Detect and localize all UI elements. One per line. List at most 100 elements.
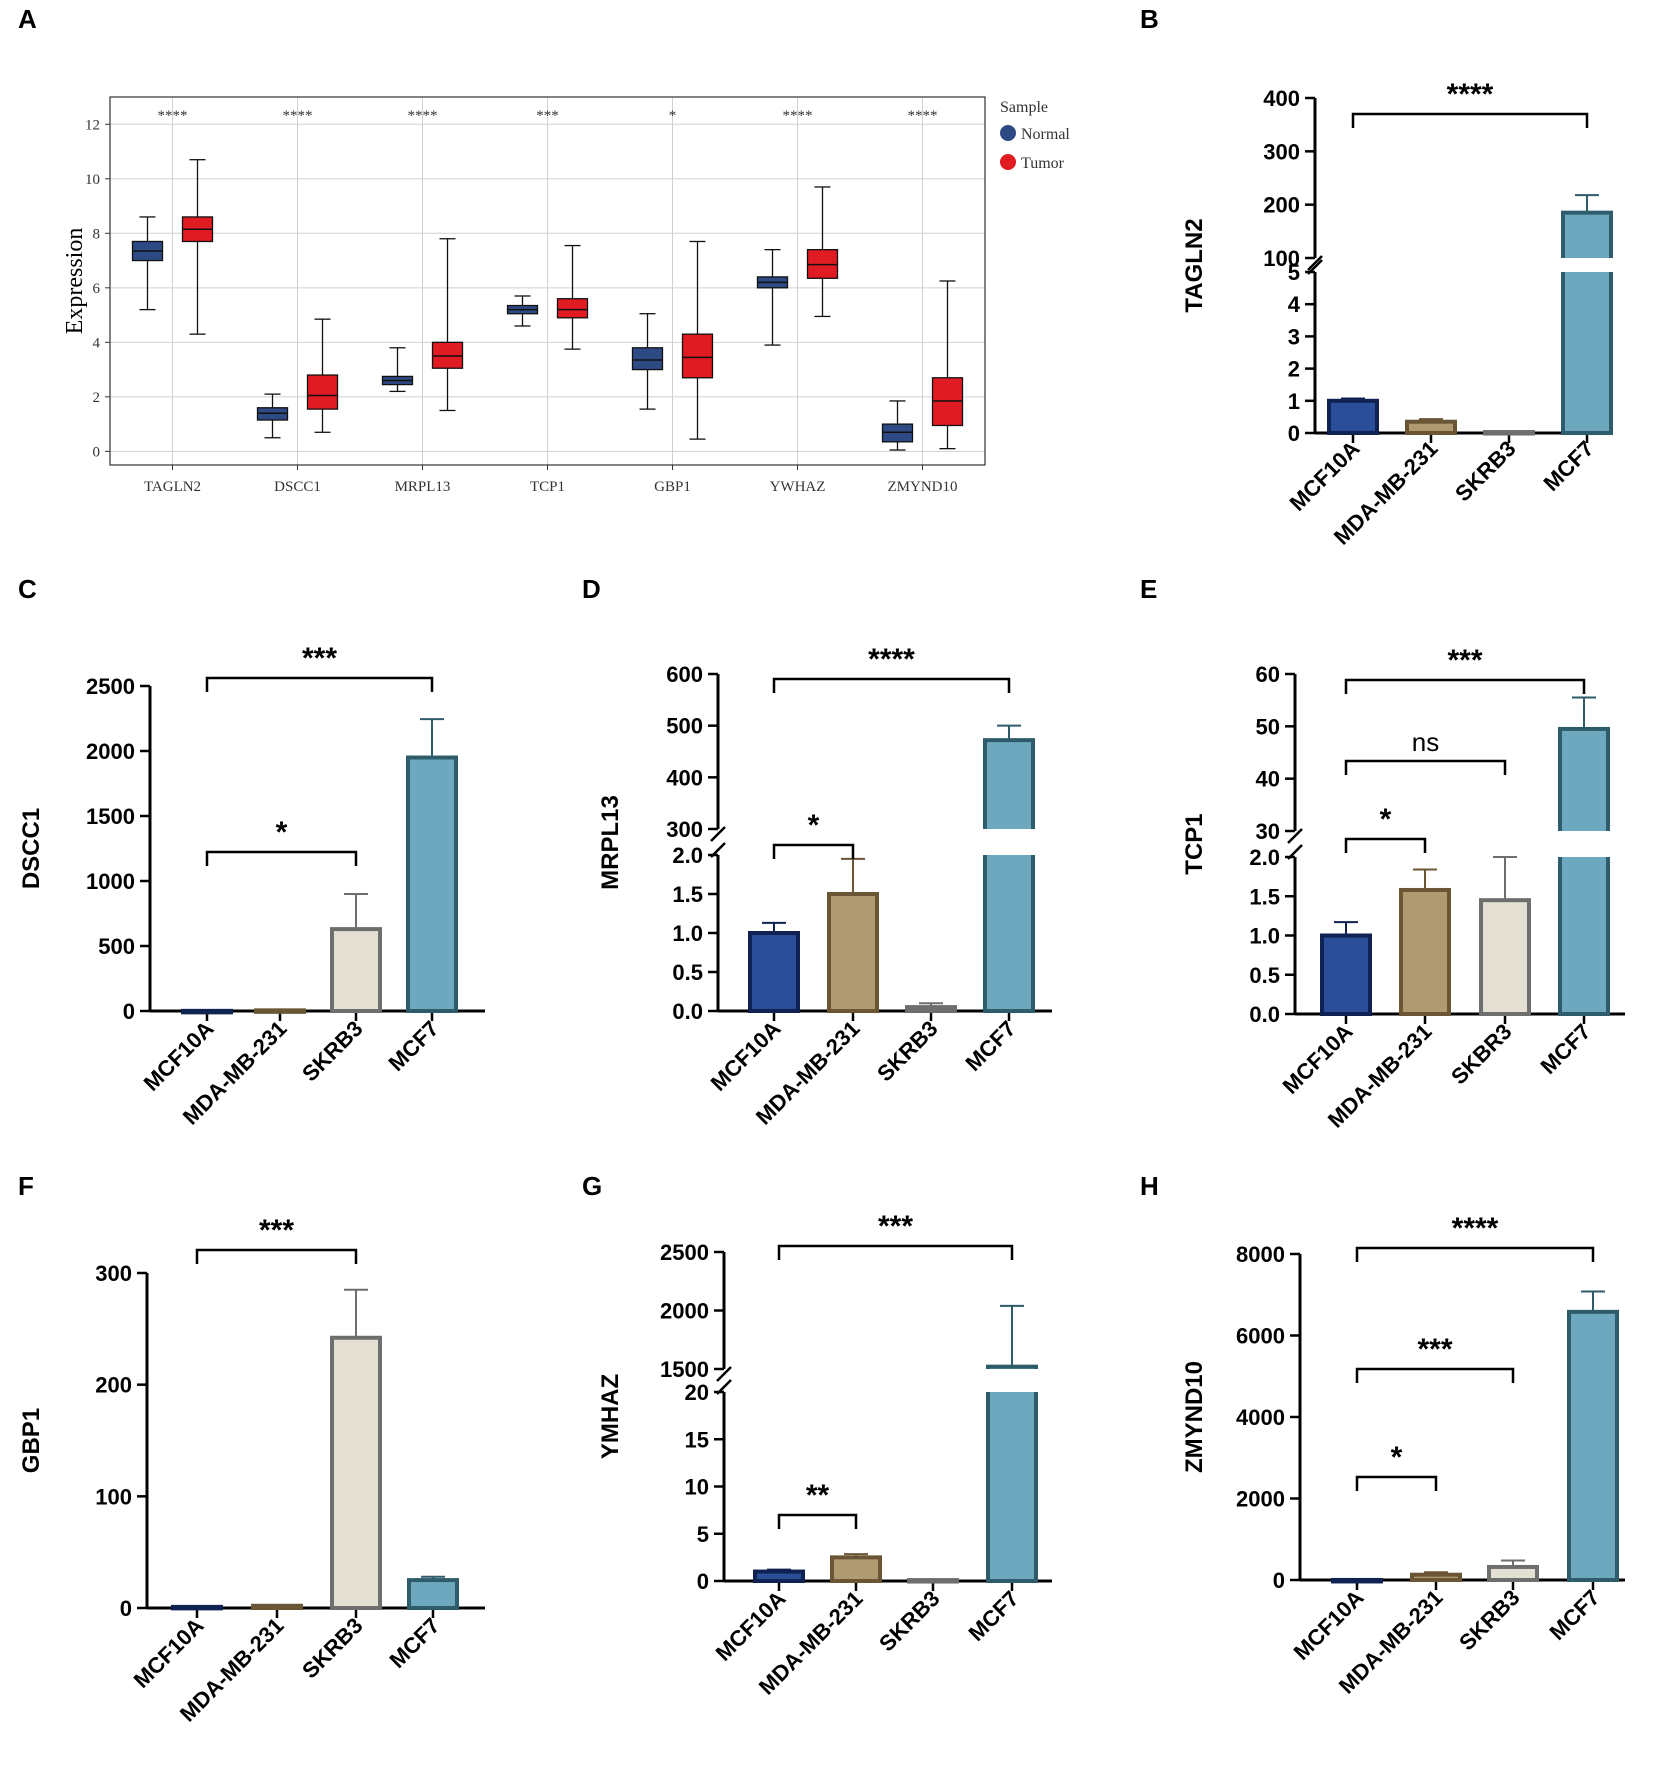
- bar-mda-mb-231: [827, 892, 879, 1013]
- significance-label: *: [276, 816, 288, 849]
- box-normal: [131, 216, 164, 311]
- comparison-bracket: [1355, 1475, 1438, 1491]
- comparison-bracket: [772, 677, 1011, 693]
- box-normal: [506, 295, 539, 327]
- y-tick-label: 6: [93, 281, 101, 297]
- comparison-bracket: [777, 1513, 858, 1529]
- panel-b: 012345100200300400TAGLN2MCF10AMDA-MB-231…: [1181, 78, 1615, 549]
- y-tick-label: 4: [93, 335, 101, 351]
- panel-letter: G: [582, 1171, 602, 1201]
- bar-skrb3: [905, 1005, 957, 1013]
- panel-letter: B: [1140, 4, 1159, 34]
- y-tick-label: 50: [1256, 714, 1280, 739]
- x-tick-label: SKRB3: [1450, 436, 1520, 506]
- bar-mda-mb-231: [1399, 887, 1451, 1016]
- bar-mcf10a: [171, 1604, 223, 1611]
- bar-mda-mb-231: [251, 1603, 303, 1611]
- x-tick-label: GBP1: [654, 479, 691, 495]
- box-normal: [256, 393, 289, 439]
- significance-label: *: [669, 108, 677, 124]
- bar-mcf7: [1567, 1309, 1619, 1582]
- x-tick-label: SKRB3: [1454, 1585, 1524, 1655]
- y-tick-label: 12: [85, 117, 100, 133]
- legend-label: Normal: [1021, 126, 1070, 143]
- y-tick-label: 1.5: [672, 882, 703, 907]
- y-tick-label: 1.0: [672, 921, 703, 946]
- x-tick-label: MCF7: [385, 1613, 445, 1673]
- y-tick-label: 200: [1263, 193, 1300, 218]
- y-tick-label: 2.0: [672, 843, 703, 868]
- box-normal: [381, 347, 414, 393]
- box-tumor: [181, 159, 214, 335]
- significance-label: ****: [1447, 78, 1494, 111]
- box-tumor: [681, 240, 714, 440]
- panel-letter: E: [1140, 574, 1157, 604]
- y-tick-label: 400: [1263, 86, 1300, 111]
- y-axis-label: Expression: [62, 228, 88, 335]
- bar-skrb3: [330, 927, 382, 1013]
- bar-mda-mb-231: [830, 1555, 882, 1583]
- x-tick-label: MCF7: [964, 1586, 1024, 1646]
- y-axis-label: TAGLN2: [1181, 218, 1208, 312]
- x-tick-label: SKRB3: [874, 1586, 944, 1656]
- x-tick-label: MCF10A: [1289, 1585, 1369, 1665]
- y-axis-label: DSCC1: [18, 808, 45, 889]
- y-tick-label: 2000: [86, 739, 135, 764]
- panel-letter: D: [582, 574, 601, 604]
- y-tick-label: 15: [685, 1427, 709, 1452]
- bar-skrb3: [330, 1335, 382, 1611]
- y-tick-label: 1000: [86, 869, 135, 894]
- y-tick-label: 0.0: [1249, 1002, 1280, 1027]
- box-body: [556, 298, 589, 319]
- y-tick-label: 5: [697, 1522, 709, 1547]
- box-tumor: [931, 280, 964, 450]
- y-tick-label: 0: [1273, 1568, 1285, 1593]
- comparison-bracket: [205, 676, 434, 692]
- box-tumor: [306, 318, 339, 433]
- panel-e: 0.00.51.01.52.030405060TCP1MCF10AMDA-MB-…: [1181, 644, 1625, 1132]
- x-tick-label: MCF10A: [711, 1586, 791, 1666]
- y-tick-label: 400: [666, 765, 703, 790]
- bar-mcf7: [406, 755, 458, 1013]
- y-tick-label: 100: [95, 1484, 132, 1509]
- bar-mcf7: [1561, 210, 1613, 435]
- y-tick-label: 10: [85, 172, 100, 188]
- box-normal: [756, 249, 789, 346]
- axis-break-mark: [1287, 828, 1303, 844]
- x-tick-label: MCF10A: [1285, 436, 1365, 516]
- y-tick-label: 1: [1288, 389, 1300, 414]
- x-tick-label: TCP1: [530, 479, 565, 495]
- y-tick-label: 10: [685, 1475, 709, 1500]
- comparison-bracket: [772, 843, 855, 859]
- x-tick-label: YWHAZ: [770, 479, 826, 495]
- x-tick-label: ZMYND10: [888, 479, 958, 495]
- y-tick-label: 0: [697, 1569, 709, 1594]
- y-tick-label: 0: [93, 444, 101, 460]
- x-tick-label: MCF7: [384, 1016, 444, 1076]
- x-tick-label: MCF7: [1536, 1019, 1596, 1079]
- bar-mcf7: [986, 1364, 1038, 1584]
- bar-mcf7: [1558, 726, 1610, 1016]
- y-tick-label: 1500: [660, 1357, 709, 1382]
- significance-label: ****: [158, 108, 188, 124]
- y-tick-label: 60: [1256, 662, 1280, 687]
- axis-break-mark: [710, 826, 726, 842]
- y-tick-label: 300: [666, 817, 703, 842]
- x-tick-label: SKRB3: [297, 1016, 367, 1086]
- bar-break-gap: [981, 829, 1037, 855]
- significance-label: *: [1391, 1441, 1403, 1474]
- y-tick-label: 1.0: [1249, 924, 1280, 949]
- x-tick-label: MCF10A: [129, 1613, 209, 1693]
- legend-label: Tumor: [1021, 155, 1065, 172]
- y-tick-label: 1500: [86, 804, 135, 829]
- y-tick-label: 4000: [1236, 1405, 1285, 1430]
- significance-label: ****: [1452, 1212, 1499, 1245]
- bar-mda-mb-231: [1405, 419, 1457, 436]
- y-tick-label: 0: [1288, 421, 1300, 446]
- comparison-bracket: [1344, 759, 1507, 775]
- y-tick-label: 2500: [660, 1240, 709, 1265]
- comparison-bracket: [1355, 1367, 1515, 1383]
- y-tick-label: 2: [93, 390, 101, 406]
- panel-a: 024681012ExpressionTAGLN2****DSCC1****MR…: [62, 96, 1070, 495]
- comparison-bracket: [1344, 678, 1586, 694]
